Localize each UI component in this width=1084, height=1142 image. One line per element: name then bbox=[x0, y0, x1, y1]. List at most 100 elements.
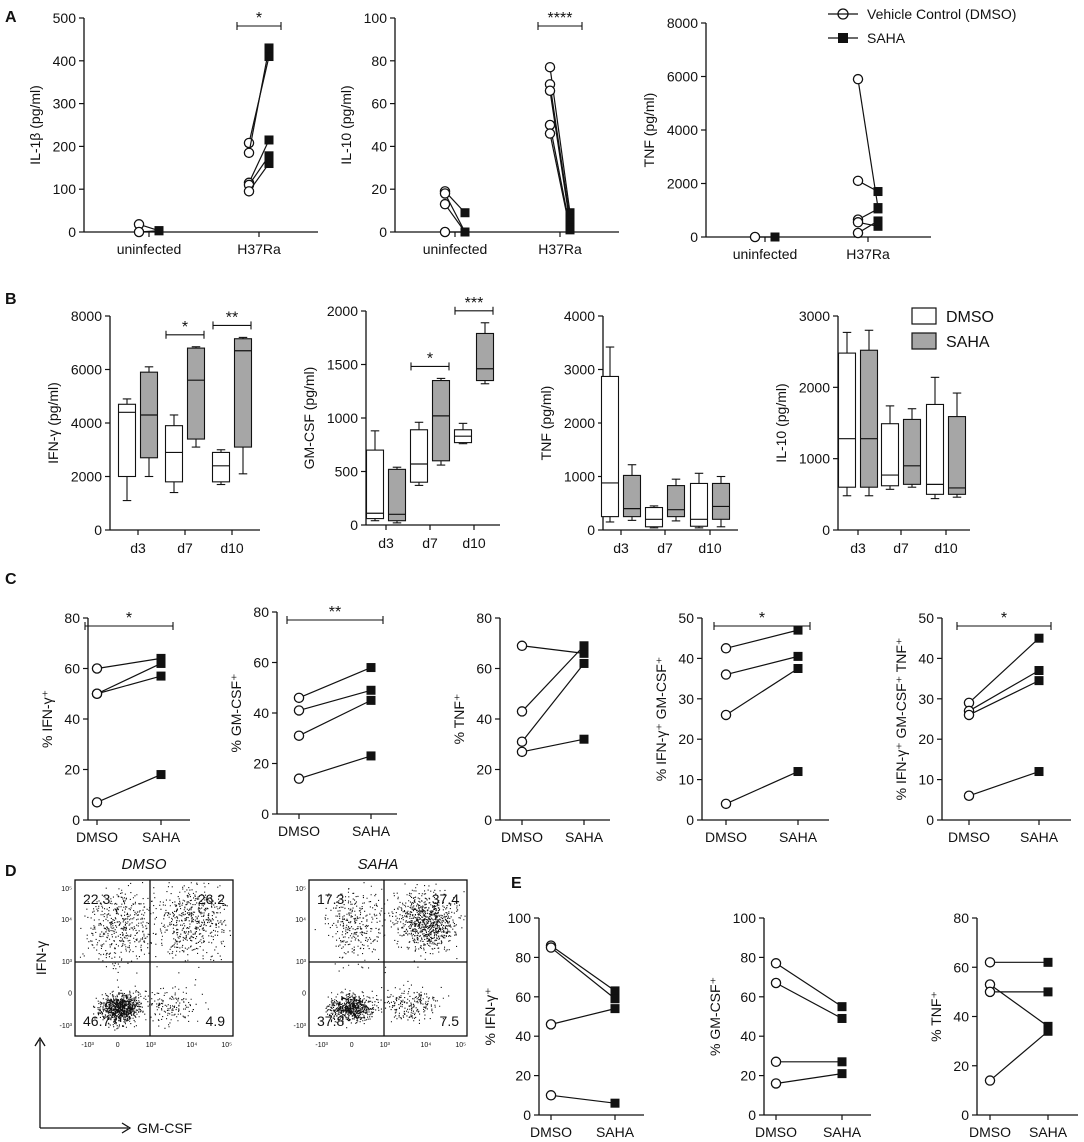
a3-dmso-point-1-3 bbox=[852, 217, 864, 228]
a1-ytick-label-3: 300 bbox=[53, 96, 77, 112]
chart-e2: 0 20 40 60 80 100 % GM-CSF⁺ DMSO SAHA bbox=[707, 910, 871, 1140]
a3-ytick-label-3: 6000 bbox=[667, 69, 698, 85]
a2-dmso-point-1-4 bbox=[544, 128, 556, 139]
c2-saha-point-0-2 bbox=[366, 695, 376, 705]
c3-dmso-point-0-0 bbox=[516, 640, 528, 652]
b2-sig-label-0: * bbox=[427, 350, 433, 367]
c1-sig-label-0: * bbox=[126, 610, 132, 627]
b1-xlabel-0: d3 bbox=[130, 540, 146, 556]
a2-dmso-point-0-1 bbox=[439, 188, 451, 199]
e3-saha-point-0-3 bbox=[1043, 1026, 1053, 1036]
c2-saha-point-0-1 bbox=[366, 685, 376, 695]
flow-quadrant-tr-0: 26.2 bbox=[198, 891, 225, 907]
a1-saha-point-0-1 bbox=[154, 226, 164, 236]
c3-xlabel-dmso: DMSO bbox=[501, 829, 543, 845]
chart-b4: 0 1000 2000 3000 IL-10 (pg/ml) d3 d7 d10 bbox=[773, 308, 970, 556]
a3-dmso-point-1-0 bbox=[852, 73, 864, 85]
b2-dmso-box-0 bbox=[365, 449, 385, 520]
e1-dmso-point-0-2 bbox=[545, 1019, 557, 1030]
b4-ylabel: IL-10 (pg/ml) bbox=[773, 383, 789, 462]
b2-ytick-label-2: 1000 bbox=[327, 410, 358, 426]
c2-xlabel-dmso: DMSO bbox=[278, 823, 320, 839]
e2-xlabel-saha: SAHA bbox=[823, 1124, 862, 1140]
b1-saha-box-1 bbox=[186, 347, 206, 440]
c1-ytick-label-4: 80 bbox=[64, 610, 80, 626]
b1-dmso-box-2 bbox=[211, 451, 231, 483]
c2-pair-line-0-0 bbox=[298, 666, 372, 699]
a1-saha-point-1-0 bbox=[264, 52, 274, 62]
a3-dmso-point-0-0 bbox=[749, 231, 761, 243]
e3-xlabel-dmso: DMSO bbox=[969, 1124, 1011, 1140]
e2-dmso-point-0-1 bbox=[770, 977, 782, 989]
a2-saha-point-1-0 bbox=[565, 208, 575, 218]
b1-ylabel: IFN-γ (pg/ml) bbox=[45, 382, 61, 464]
e1-dmso-point-0-1 bbox=[545, 942, 557, 953]
a1-ytick-label-0: 0 bbox=[68, 224, 76, 240]
c2-pair-line-0-2 bbox=[298, 699, 372, 737]
a2-pair-line-0-1 bbox=[444, 193, 466, 233]
e2-ytick-label-5: 100 bbox=[733, 910, 757, 926]
a3-ytick-label-0: 0 bbox=[690, 229, 698, 245]
e2-xlabel-dmso: DMSO bbox=[755, 1124, 797, 1140]
a2-dmso-point-1-3 bbox=[544, 119, 556, 131]
flow-plot-dmso: DMSO 22.3 26.2 46.7 4.9 -10³ 0 10³ 10⁴ 10⁵ 10⁵ 10⁴ 1… bbox=[60, 856, 234, 1049]
a2-pair-line-1-4 bbox=[549, 133, 571, 230]
panel-letter-c: C bbox=[5, 571, 17, 588]
b4-dmso-box-0 bbox=[837, 352, 857, 488]
flow-x-arrow-head bbox=[121, 1122, 132, 1134]
e2-dmso-point-0-3 bbox=[770, 1078, 782, 1089]
b4-saha-box-0 bbox=[859, 349, 879, 488]
c4-saha-point-0-3 bbox=[793, 767, 803, 777]
b4-xlabel-0: d3 bbox=[850, 540, 866, 556]
e3-ytick-label-2: 40 bbox=[953, 1009, 969, 1025]
e2-ytick-label-2: 40 bbox=[740, 1028, 756, 1044]
c4-ytick-label-3: 30 bbox=[678, 691, 694, 707]
b3-saha-box-0 bbox=[622, 474, 642, 518]
flow-xtick-1-0: -10³ bbox=[315, 1042, 328, 1049]
e1-pair-line-0-3 bbox=[550, 1094, 616, 1104]
c1-saha-point-0-0 bbox=[156, 653, 166, 663]
b4-saha-box-2 bbox=[947, 416, 967, 495]
e1-xlabel-saha: SAHA bbox=[596, 1124, 635, 1140]
e3-saha-point-0-2 bbox=[1043, 987, 1053, 997]
b2-saha-box-0 bbox=[387, 468, 407, 522]
legend-b: DMSO SAHA bbox=[911, 307, 994, 351]
c5-saha-point-0-2 bbox=[1034, 676, 1044, 686]
flow-plot-saha: SAHA 17.3 37.4 37.8 7.5 -10³ 0 10³ 10⁴ 10⁵ 10⁵ 10⁴ 1… bbox=[294, 856, 468, 1049]
b4-ytick-label-0: 0 bbox=[822, 522, 830, 538]
e1-pair-line-0-2 bbox=[550, 1008, 616, 1025]
flow-xtick-1-3: 10⁴ bbox=[421, 1042, 432, 1049]
c1-xlabel-dmso: DMSO bbox=[76, 829, 118, 845]
a1-xlabel-0: uninfected bbox=[117, 241, 182, 257]
a3-dmso-point-1-1 bbox=[852, 175, 864, 187]
c4-sig-label-0: * bbox=[759, 610, 765, 627]
c3-saha-point-0-2 bbox=[579, 658, 589, 668]
c2-pair-line-0-1 bbox=[298, 689, 372, 712]
b1-saha-box-2 bbox=[233, 338, 253, 448]
c4-saha-point-0-2 bbox=[793, 664, 803, 673]
e1-saha-point-0-3 bbox=[610, 1098, 620, 1108]
c3-xlabel-saha: SAHA bbox=[565, 829, 604, 845]
a1-saha-point-1-4 bbox=[264, 159, 274, 169]
chart-c4: 0 10 20 30 40 50 % IFN-γ⁺ GM-CSF⁺ DMSO SAHA * bbox=[653, 610, 829, 845]
b2-dmso-box-1 bbox=[409, 429, 429, 483]
c5-xlabel-saha: SAHA bbox=[1020, 829, 1059, 845]
c3-ytick-label-2: 40 bbox=[476, 711, 492, 727]
c2-dmso-point-0-1 bbox=[293, 705, 305, 716]
a1-ylabel: IL-1β (pg/ml) bbox=[27, 85, 43, 165]
a1-pair-line-1-2 bbox=[248, 139, 270, 184]
flow-xtick-0-0: -10³ bbox=[81, 1042, 94, 1049]
legend-b-dmso-swatch bbox=[911, 307, 937, 325]
c3-pair-line-0-2 bbox=[521, 663, 585, 743]
b4-dmso-box-1 bbox=[880, 423, 900, 487]
a3-xlabel-0: uninfected bbox=[733, 246, 798, 262]
b3-saha-box-2 bbox=[711, 482, 731, 520]
c2-xlabel-saha: SAHA bbox=[352, 823, 391, 839]
c5-saha-point-0-1 bbox=[1034, 666, 1044, 676]
c4-saha-point-0-1 bbox=[793, 651, 803, 661]
a2-pair-line-1-2 bbox=[549, 90, 571, 224]
c2-saha-point-0-3 bbox=[366, 751, 376, 761]
e2-pair-line-0-3 bbox=[775, 1073, 843, 1085]
a1-pair-line-1-1 bbox=[248, 47, 270, 153]
e3-ytick-label-0: 0 bbox=[961, 1107, 969, 1123]
